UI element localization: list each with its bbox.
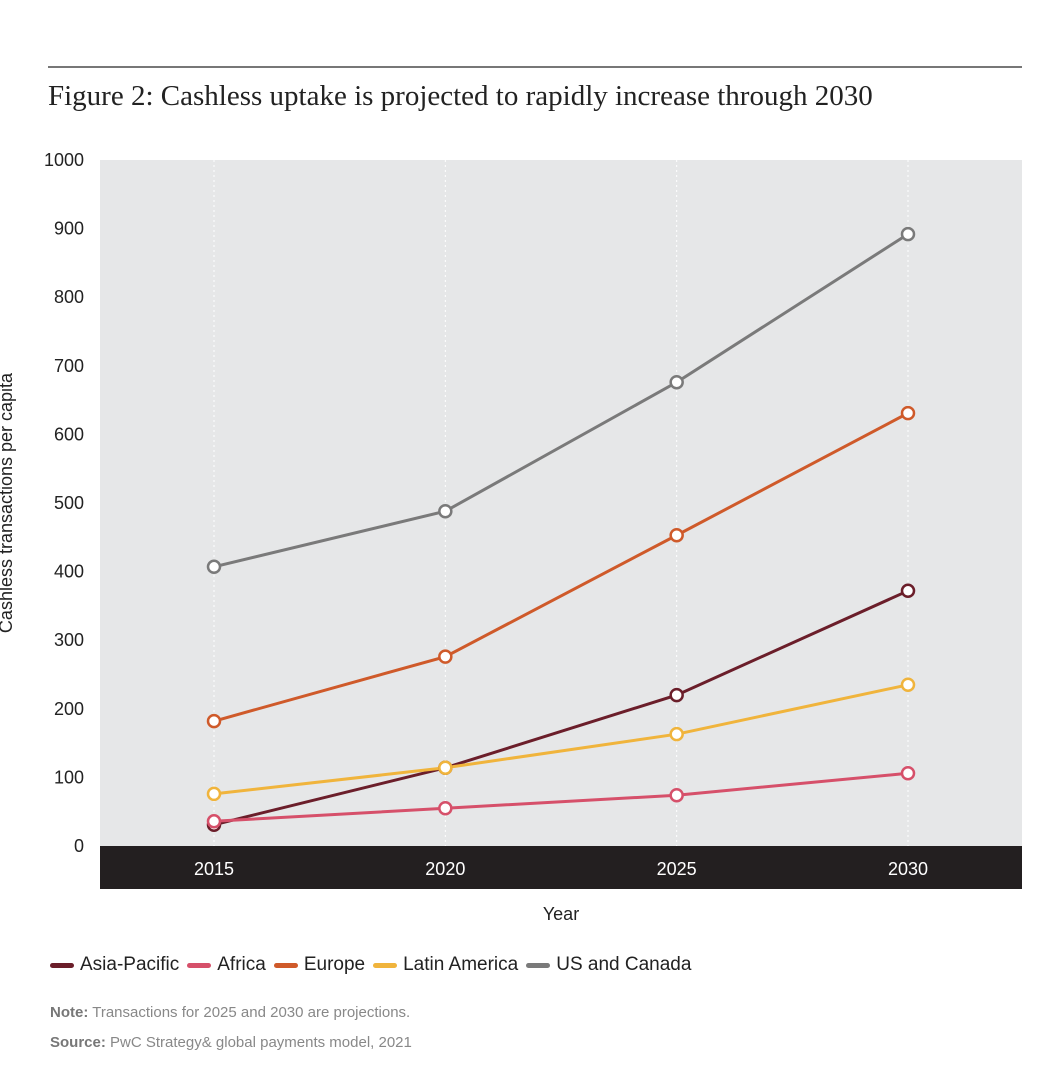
legend-label: Latin America <box>403 954 519 975</box>
data-point <box>438 649 453 664</box>
data-point <box>900 583 916 599</box>
legend-label: Africa <box>217 954 266 975</box>
data-point <box>206 786 222 802</box>
legend-swatch <box>187 962 212 968</box>
plot-area <box>100 160 1022 846</box>
y-tick-label: 0 <box>74 836 84 856</box>
title-rule <box>48 66 1022 68</box>
data-point <box>669 687 684 703</box>
legend-swatch <box>50 962 74 968</box>
y-tick-label: 800 <box>54 287 84 307</box>
data-point <box>900 677 916 693</box>
y-axis-label: Cashless transactions per capita <box>0 372 16 633</box>
x-tick-label: 2020 <box>425 859 465 879</box>
y-tick-label: 200 <box>54 699 84 719</box>
data-point <box>900 405 916 421</box>
chart-title: Figure 2: Cashless uptake is projected t… <box>48 80 873 112</box>
data-point <box>900 226 916 242</box>
legend-swatch <box>273 962 298 968</box>
data-point <box>438 760 453 776</box>
y-tick-label: 100 <box>54 767 84 787</box>
data-point <box>900 766 916 781</box>
legend-item: Africa <box>187 954 266 976</box>
data-point <box>669 726 684 742</box>
x-tick-label: 2030 <box>888 859 928 879</box>
y-tick-label: 400 <box>54 562 84 582</box>
data-point <box>206 559 222 575</box>
x-tick-label: 2025 <box>657 859 697 879</box>
legend-label: Europe <box>303 954 366 975</box>
source: Source: PwC Strategy& global payments mo… <box>50 1034 412 1051</box>
legend-label: Asia-Pacific <box>80 954 180 975</box>
data-point <box>438 801 453 816</box>
data-point <box>206 814 222 829</box>
legend-item: Europe <box>273 954 366 976</box>
legend-item: Latin America <box>373 954 518 976</box>
y-tick-label: 700 <box>54 356 84 376</box>
x-tick-label: 2015 <box>194 859 234 879</box>
y-tick-label: 1000 <box>44 150 84 170</box>
legend: Asia-Pacific Africa Europe Latin America US … <box>50 954 691 976</box>
y-tick-label: 600 <box>54 424 84 444</box>
series-line-asia-pacific <box>213 589 909 827</box>
line-chart: 0 100 200 300 400 500 600 700 800 900 1000 2015 2020… <box>0 150 1022 924</box>
legend-swatch <box>526 962 551 968</box>
legend-swatch <box>373 962 398 968</box>
y-tick-label: 300 <box>54 630 84 650</box>
legend-item: Asia-Pacific <box>50 954 179 976</box>
series-line-europe <box>213 411 909 723</box>
data-point <box>669 375 684 390</box>
x-axis-label: Year <box>543 904 579 924</box>
data-point <box>669 787 684 803</box>
series-line-latin-america <box>213 683 909 796</box>
data-point <box>206 713 222 729</box>
series-line-us-and-canada <box>213 232 909 569</box>
y-tick-label: 900 <box>54 219 84 239</box>
note: Note: Transactions for 2025 and 2030 are… <box>50 1004 411 1021</box>
legend-item: US and Canada <box>526 954 691 976</box>
y-tick-label: 500 <box>54 493 84 513</box>
series-line-africa <box>213 771 909 823</box>
data-point <box>669 527 684 543</box>
legend-label: US and Canada <box>556 954 692 975</box>
data-point <box>438 503 453 519</box>
x-axis-band <box>100 846 1022 889</box>
